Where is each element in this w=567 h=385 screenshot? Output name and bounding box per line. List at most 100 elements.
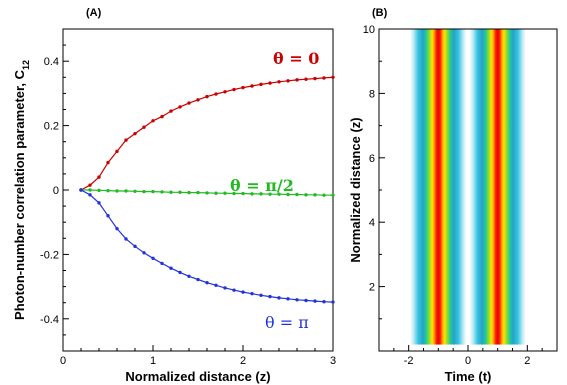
series-1-point: [250, 192, 254, 196]
series-0-point: [277, 80, 281, 84]
panel-b-ytick-label: 4: [369, 217, 375, 229]
series-0-point: [268, 81, 272, 85]
series-1-point: [214, 191, 218, 195]
series-1-point: [205, 191, 209, 195]
series-1-point: [142, 189, 146, 194]
series-1-point: [268, 192, 272, 196]
series-0-point: [106, 160, 110, 165]
panel-b-label: (B): [372, 7, 388, 19]
series-0-point: [313, 76, 317, 81]
series-0-point: [133, 131, 137, 136]
series-2-point: [250, 291, 254, 296]
series-1-point: [169, 190, 173, 194]
series-1-point: [196, 190, 200, 195]
series-1-point: [106, 188, 110, 193]
series-2-point: [142, 251, 146, 255]
series-1-point: [133, 189, 137, 193]
panel-b-ticks: -2 0 2 2 4 6 8 10: [363, 24, 558, 367]
series-2-point: [106, 214, 110, 218]
series-1-point: [97, 188, 101, 193]
series-1-point: [88, 188, 92, 192]
pulse-band-1: [469, 29, 526, 345]
panel-a-xtick-label: 3: [330, 355, 336, 367]
panel-b-ytick-label: 6: [369, 153, 375, 165]
panel-b-xtick-label: 2: [524, 355, 530, 367]
series-0-point: [331, 75, 335, 80]
series-2-point: [169, 266, 173, 270]
panel-a-xtick-label: 2: [240, 355, 246, 367]
series-1-point: [232, 191, 236, 196]
series-0-point: [250, 84, 254, 88]
panel-b-ytick-label: 8: [369, 88, 375, 100]
series-0-point: [223, 90, 227, 94]
series-2-point: [304, 298, 308, 303]
panel-b-ylabel: Normalized distance (z): [348, 117, 363, 262]
series-2-point: [187, 274, 191, 278]
series-1-point: [322, 193, 326, 197]
series-1-point: [286, 192, 290, 197]
series-2-point: [79, 188, 83, 192]
series-0-point: [232, 87, 236, 92]
panel-b-ytick-label: 2: [369, 282, 375, 294]
panel-b-xtick-label: 0: [465, 355, 471, 367]
series-2-point: [97, 201, 101, 205]
series-1-point: [313, 193, 317, 197]
panel-a-ylabel-main: Photon-number correlation parameter, C: [12, 69, 27, 320]
series-1-point: [187, 190, 191, 195]
panel-a-series: [79, 75, 335, 304]
series-0-point: [295, 78, 299, 82]
panel-a-ytick-label: 0: [53, 185, 59, 197]
series-0-point: [142, 125, 146, 129]
series-2-point: [205, 281, 209, 285]
panel-b-xlabel: Time (t): [445, 369, 492, 384]
series-0-point: [187, 101, 191, 105]
series-0-point: [205, 94, 209, 99]
panel-a-ytick-label: 0.2: [44, 121, 59, 133]
panel-b: (B): [348, 7, 558, 384]
series-1-point: [241, 191, 245, 196]
series-2-point: [124, 237, 128, 241]
series-2-point: [223, 286, 227, 290]
series-0-point: [214, 92, 218, 96]
series-1-point: [331, 193, 335, 197]
panel-a-ytick-label: 0.4: [44, 56, 59, 68]
series-1-point: [124, 189, 128, 193]
panel-b-xtick-label: -2: [404, 355, 414, 367]
series-2-point: [268, 294, 272, 299]
series-label-theta-pi: θ = π: [265, 313, 309, 332]
series-2-point: [160, 261, 164, 266]
series-1-point: [160, 190, 164, 194]
series-0-point: [322, 76, 326, 80]
panel-a-ylabel: Photon-number correlation parameter, C12: [12, 60, 31, 320]
series-0-point: [124, 138, 128, 142]
series-label-theta-pi-2: θ = π/2: [230, 176, 294, 195]
series-2-point: [133, 244, 137, 249]
series-0-point: [196, 98, 200, 102]
panel-a-ytick-label: -0.2: [40, 249, 59, 261]
series-2-point: [295, 298, 299, 302]
series-0-point: [97, 175, 101, 179]
series-0-point: [169, 109, 173, 113]
series-2-point: [322, 300, 326, 304]
series-0-point: [160, 114, 164, 119]
panel-a-xtick-label: 1: [150, 355, 156, 367]
series-1-point: [277, 192, 281, 196]
series-2-point: [232, 288, 236, 292]
series-0-point: [304, 77, 308, 81]
panel-a: (A) 0 1 2 3-0.4-0.200.20.4 Normalized dista…: [12, 7, 336, 384]
series-0-point: [178, 105, 182, 109]
series-2-point: [313, 299, 317, 303]
panel-b-ytick-label: 10: [363, 24, 375, 36]
series-2-point: [178, 270, 182, 275]
series-1-point: [223, 191, 227, 195]
series-2-point: [331, 300, 335, 304]
series-2-point: [259, 293, 263, 297]
panel-a-label: (A): [86, 7, 102, 19]
series-2-point: [214, 283, 218, 288]
series-0-point: [115, 149, 119, 154]
series-1-point: [259, 192, 263, 196]
panel-b-heatmap: [410, 29, 526, 345]
series-2-point: [241, 290, 245, 294]
series-2-point: [277, 296, 281, 300]
